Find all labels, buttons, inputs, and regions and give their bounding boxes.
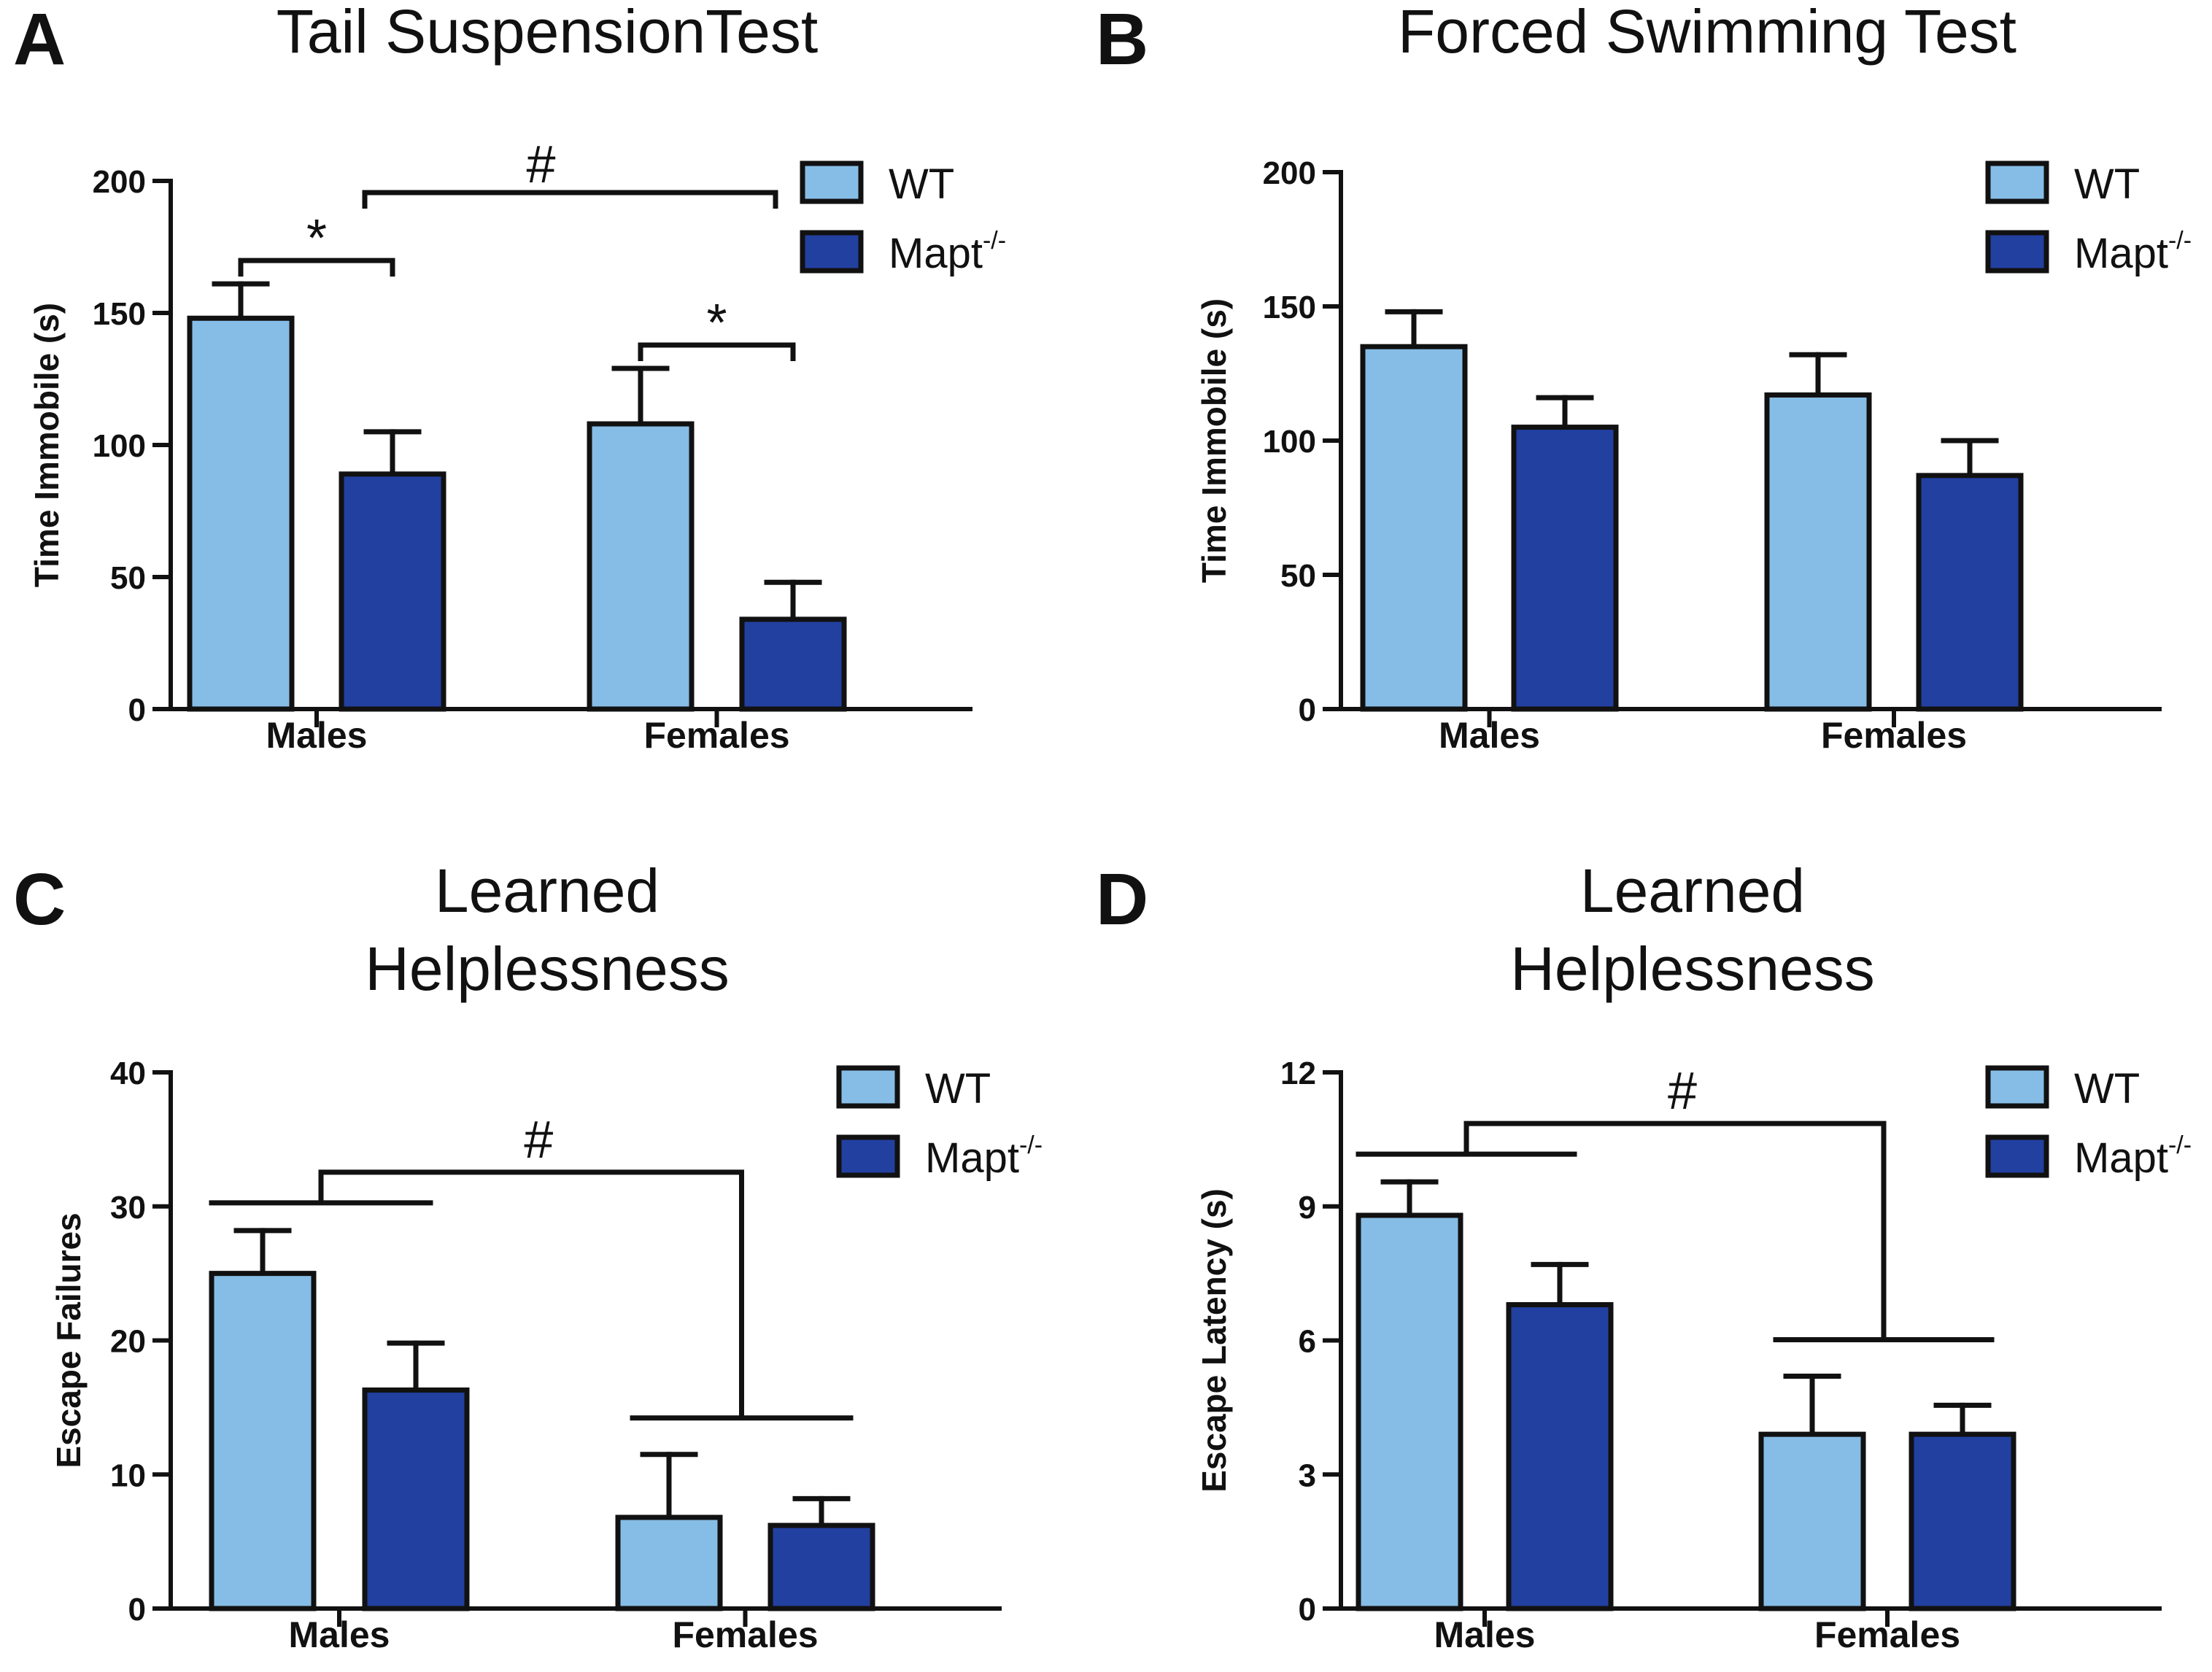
chart-title-line: Helplessness [1510, 934, 1875, 1003]
legend-swatch-wt [1985, 1065, 2049, 1109]
chart-title-line: Learned [435, 856, 660, 925]
panel-b: B Forced Swimming Test Time Immobile (s) 0 5… [1096, 0, 2192, 756]
y-tick-label: 150 [1263, 290, 1316, 325]
y-tick-label: 30 [110, 1190, 146, 1226]
legend-swatch-mapt [800, 230, 864, 274]
bar-wt-females [587, 421, 695, 712]
bar-mapt-females [1909, 1431, 2016, 1611]
y-axis-label: Escape Latency (s) [1195, 1188, 1233, 1493]
legend-label-wt: WT [889, 160, 954, 208]
legend-label-wt: WT [2074, 160, 2140, 208]
y-tick-label: 200 [93, 164, 146, 200]
panel-a: A Tail SuspensionTest Time Immobile (s) 0 50… [13, 0, 1006, 756]
legend-label-mapt: Mapt-/- [889, 227, 1006, 277]
bar-wt-males [187, 315, 295, 712]
panel-d: D Learned Helplessness Escape Latency (s) 0 3… [1096, 856, 2192, 1655]
y-tick-label: 40 [110, 1056, 146, 1091]
legend-label-mapt: Mapt-/- [2074, 227, 2192, 277]
bar-mapt-males [339, 471, 446, 712]
bar-mapt-males [362, 1387, 470, 1611]
chart-title-line: Forced Swimming Test [1398, 0, 2016, 66]
y-axis-label: Escape Failures [50, 1212, 88, 1468]
y-tick-label: 0 [1299, 1592, 1316, 1628]
y-tick-label: 0 [1299, 692, 1316, 728]
bar-wt-males [209, 1271, 317, 1611]
legend-swatch-wt [1985, 160, 2049, 204]
bar-wt-females [1758, 1431, 1866, 1611]
sig-bracket [638, 342, 796, 362]
chart-title-line: Learned [1580, 856, 1805, 925]
chart-title-line: Tail SuspensionTest [276, 0, 818, 66]
bar-wt-males [1360, 344, 1468, 712]
sig-bracket-hash [362, 190, 778, 209]
legend-swatch-wt [836, 1065, 900, 1109]
significance-hash: # [526, 136, 555, 194]
y-axis-label: Time Immobile (s) [1195, 298, 1233, 583]
legend-swatch-mapt [1985, 230, 2049, 274]
y-tick-label: 6 [1299, 1324, 1316, 1360]
bar-wt-females [615, 1514, 723, 1611]
significance-hash: # [1668, 1062, 1697, 1121]
panel-letter: A [13, 0, 66, 80]
y-tick-label: 0 [128, 1592, 146, 1628]
x-category-label: Males [266, 715, 368, 756]
y-tick-label: 50 [110, 560, 146, 596]
x-category-label: Males [1439, 715, 1540, 756]
y-tick-label: 50 [1280, 558, 1316, 594]
x-category-label: Males [1434, 1614, 1536, 1655]
chart-title-line: Helplessness [365, 934, 730, 1003]
y-tick-label: 0 [128, 692, 146, 728]
x-category-label: Females [1821, 715, 1967, 756]
y-tick-label: 200 [1263, 155, 1316, 191]
y-tick-label: 150 [93, 296, 146, 332]
y-tick-label: 9 [1299, 1190, 1316, 1226]
legend-swatch-mapt [1985, 1134, 2049, 1178]
x-category-label: Females [672, 1614, 818, 1655]
legend-swatch-wt [800, 160, 864, 204]
legend-label-wt: WT [925, 1065, 991, 1112]
bar-mapt-females [739, 616, 847, 712]
significance-hash: # [524, 1111, 553, 1169]
bar-mapt-males [1506, 1302, 1614, 1611]
bar-mapt-females [1916, 473, 2024, 712]
sig-bracket-hash [1463, 1121, 1887, 1340]
legend-label-mapt: Mapt-/- [925, 1131, 1043, 1182]
panel-letter: D [1096, 859, 1148, 940]
significance-star: * [306, 209, 327, 268]
legend-label-mapt: Mapt-/- [2074, 1131, 2192, 1182]
x-category-label: Females [1814, 1614, 1960, 1655]
legend-swatch-mapt [836, 1134, 900, 1178]
y-tick-label: 12 [1280, 1056, 1316, 1091]
y-tick-label: 3 [1299, 1458, 1316, 1493]
panel-letter: C [13, 859, 66, 940]
bar-mapt-males [1511, 425, 1619, 712]
bar-wt-females [1764, 392, 1872, 712]
x-category-label: Females [643, 715, 789, 756]
panel-c: C Learned Helplessness Escape Failures 0 10 20… [13, 856, 1043, 1655]
bar-wt-males [1356, 1212, 1463, 1611]
bar-mapt-females [767, 1522, 875, 1611]
y-tick-label: 10 [110, 1458, 146, 1493]
y-tick-label: 100 [93, 428, 146, 464]
y-tick-label: 20 [110, 1324, 146, 1360]
x-category-label: Males [289, 1614, 390, 1655]
sig-bracket-hash [318, 1169, 744, 1418]
y-tick-label: 100 [1263, 424, 1316, 460]
sig-bracket [238, 258, 395, 277]
legend-label-wt: WT [2074, 1065, 2140, 1112]
panel-letter: B [1096, 0, 1148, 80]
significance-star: * [706, 294, 727, 352]
y-axis-label: Time Immobile (s) [28, 303, 66, 587]
